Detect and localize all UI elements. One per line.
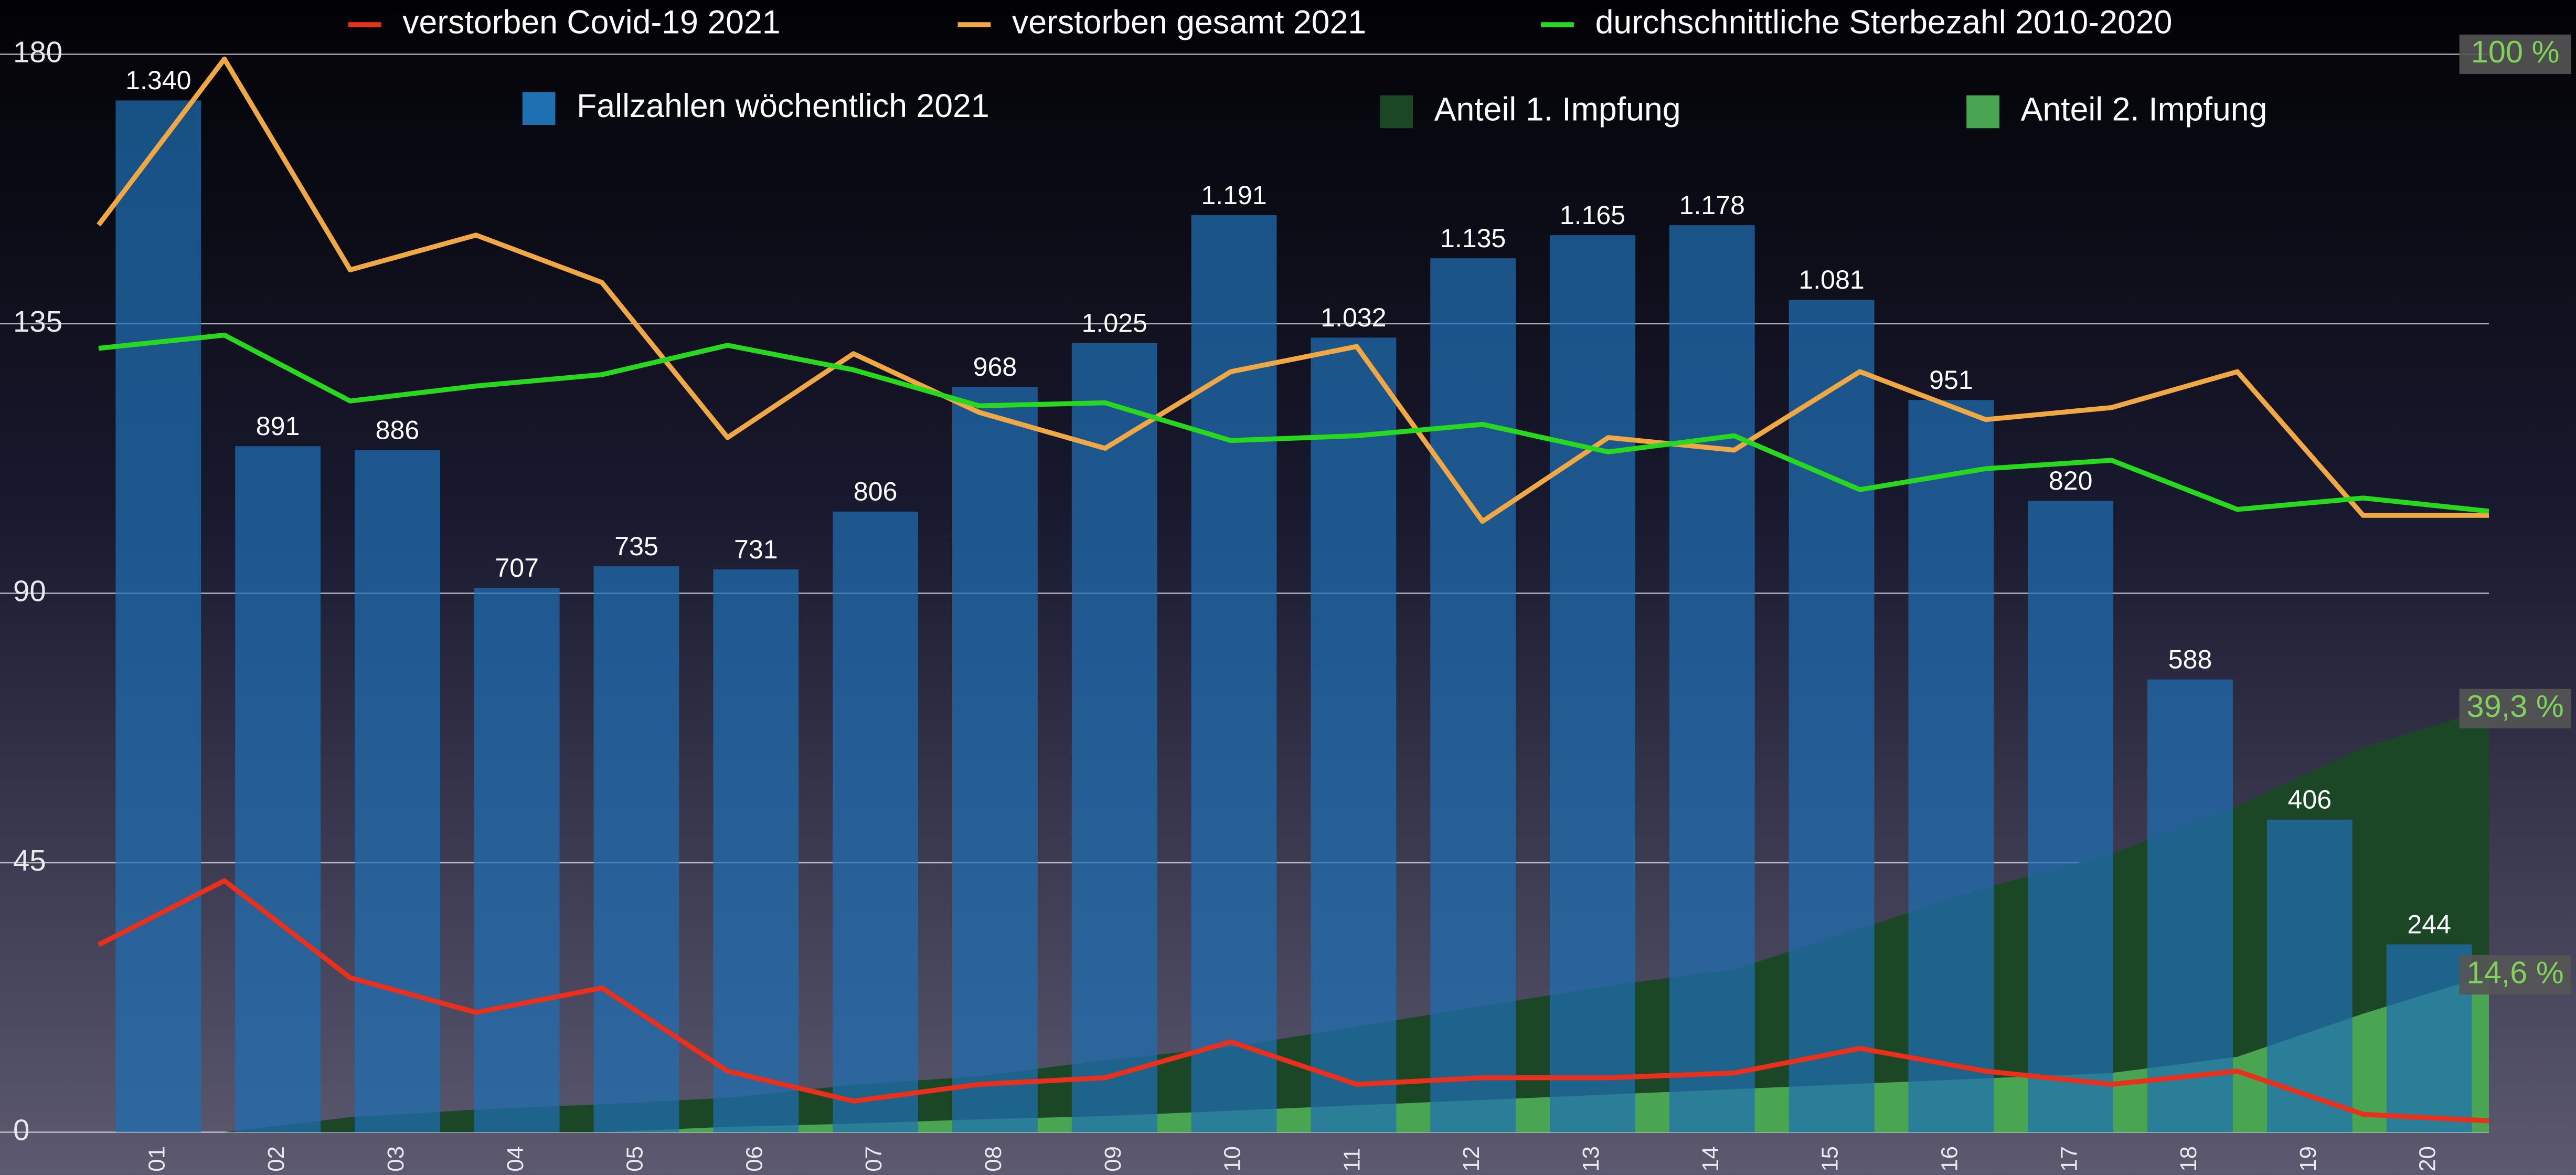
bar	[1669, 225, 1755, 1132]
line	[97, 56, 2489, 524]
bar	[2386, 944, 2472, 1132]
bar	[1789, 300, 1875, 1132]
data-label: 968	[973, 352, 1017, 382]
legend-label: Anteil 1. Impfung	[1434, 91, 1681, 128]
data-label: 731	[734, 535, 778, 564]
x-tick-label: 07	[861, 1146, 887, 1172]
y3-tick-label: 39,3 %	[2467, 689, 2564, 724]
data-label: 1.081	[1798, 265, 1864, 294]
bar	[235, 446, 321, 1132]
data-label: 588	[2168, 645, 2212, 674]
x-tick-label: 04	[503, 1146, 528, 1172]
x-tick-label: 16	[1936, 1146, 1962, 1172]
y3-tick-label: 14,6 %	[2467, 955, 2564, 990]
data-label: 244	[2407, 909, 2451, 939]
x-tick-label: 13	[1578, 1146, 1604, 1172]
data-label: 951	[1929, 365, 1973, 395]
x-tick-label: 17	[2056, 1146, 2082, 1172]
x-tick-label: 06	[741, 1146, 767, 1172]
y-tick-label: 0	[13, 1113, 29, 1146]
y3-tick-box	[2459, 689, 2571, 728]
data-label: 886	[376, 415, 420, 444]
data-label: 1.340	[125, 66, 191, 95]
x-tick-label: 20	[2415, 1146, 2441, 1172]
line	[97, 878, 2489, 1124]
x-tick-label: 08	[981, 1146, 1006, 1172]
y-tick-label: 135	[13, 305, 62, 338]
data-label: 735	[614, 532, 658, 561]
area	[98, 708, 2489, 1132]
legend-label: durchschnittliche Sterbezahl 2010-2020	[1595, 4, 2173, 41]
x-tick-label: 19	[2295, 1146, 2321, 1172]
area	[98, 975, 2489, 1132]
legend-swatch	[522, 92, 556, 125]
data-label: 707	[495, 553, 539, 583]
data-label: 1.135	[1440, 224, 1506, 253]
data-label: 1.191	[1201, 181, 1266, 210]
x-tick-label: 03	[383, 1146, 409, 1172]
bar	[593, 566, 679, 1132]
legend-label: verstorben gesamt 2021	[1012, 4, 1366, 41]
bar	[1550, 235, 1635, 1132]
bar	[1430, 258, 1516, 1132]
bar	[2028, 501, 2114, 1132]
data-label: 820	[2049, 466, 2093, 495]
line	[98, 332, 2489, 514]
legend-label: Fallzahlen wöchentlich 2021	[577, 88, 989, 124]
x-tick-label: 18	[2176, 1146, 2201, 1172]
legend-label: Anteil 2. Impfung	[2021, 91, 2268, 128]
bar	[1191, 215, 1277, 1132]
data-label: 891	[256, 411, 300, 441]
data-label: 806	[854, 477, 898, 506]
bar	[1908, 400, 1994, 1132]
bar	[713, 569, 799, 1132]
bar	[952, 387, 1038, 1132]
x-tick-label: 11	[1339, 1148, 1365, 1172]
bar	[2266, 819, 2353, 1132]
data-label: 1.165	[1560, 200, 1625, 230]
x-tick-label: 12	[1459, 1146, 1484, 1172]
legend-swatch	[1380, 95, 1413, 129]
data-label: 406	[2288, 785, 2332, 814]
bar	[1311, 337, 1397, 1132]
y3-tick-label: 100 %	[2471, 34, 2560, 69]
legend-swatch	[1966, 95, 1999, 129]
data-label: 1.178	[1679, 190, 1745, 220]
x-tick-label: 10	[1220, 1146, 1246, 1172]
bar	[474, 588, 560, 1132]
bar	[833, 511, 919, 1132]
x-tick-label: 05	[622, 1146, 648, 1172]
bar	[115, 100, 201, 1132]
data-label: 1.032	[1321, 303, 1386, 332]
x-tick-label: 14	[1698, 1146, 1723, 1172]
y-tick-label: 90	[13, 574, 46, 607]
x-tick-label: 15	[1817, 1146, 1843, 1172]
bar	[1071, 343, 1157, 1132]
y3-tick-box	[2459, 955, 2571, 995]
bar	[354, 450, 440, 1132]
bar	[2147, 679, 2233, 1132]
legend-label: verstorben Covid-19 2021	[402, 4, 780, 41]
data-label: 1.025	[1082, 308, 1147, 337]
x-tick-label: 09	[1100, 1146, 1126, 1172]
y-tick-label: 180	[13, 35, 62, 68]
x-tick-label: 02	[263, 1146, 289, 1172]
y3-tick-box	[2459, 34, 2571, 74]
x-tick-label: 01	[144, 1146, 169, 1172]
y-tick-label: 45	[13, 844, 46, 877]
